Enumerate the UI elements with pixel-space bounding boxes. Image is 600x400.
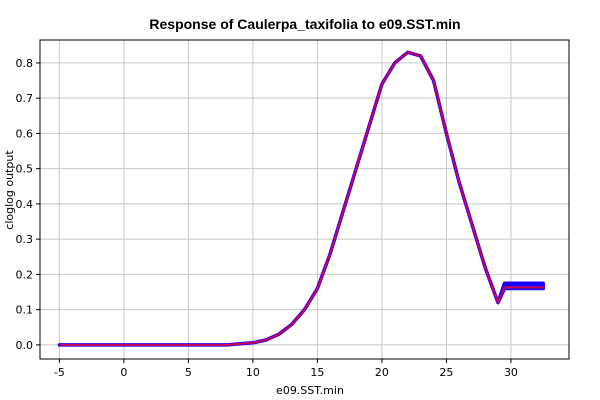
- response-line: [59, 51, 544, 346]
- grid: [40, 40, 569, 359]
- x-tick-label: 20: [375, 366, 389, 379]
- y-tick-label: 0.7: [16, 92, 34, 105]
- x-tick-label: 0: [120, 366, 127, 379]
- y-tick-label: 0.3: [16, 233, 34, 246]
- x-tick-label: 30: [504, 366, 518, 379]
- y-tick-label: 0.2: [16, 268, 34, 281]
- y-axis-ticks: 0.0 0.1 0.2 0.3 0.4 0.5 0.6 0.7 0.8: [16, 57, 40, 352]
- x-tick-label: -5: [54, 366, 65, 379]
- y-tick-label: 0.5: [16, 163, 34, 176]
- x-tick-label: 10: [246, 366, 260, 379]
- x-axis-label: e09.SST.min: [276, 384, 344, 397]
- y-tick-label: 0.4: [16, 198, 34, 211]
- response-line-path: [59, 51, 544, 346]
- x-tick-label: 25: [439, 366, 453, 379]
- x-axis-ticks: -5 0 5 10 15 20 25 30: [54, 359, 518, 379]
- y-tick-label: 0.8: [16, 57, 34, 70]
- x-tick-label: 5: [185, 366, 192, 379]
- y-axis-label: cloglog output: [3, 150, 16, 230]
- y-tick-label: 0.0: [16, 339, 34, 352]
- x-tick-label: 15: [310, 366, 324, 379]
- y-tick-label: 0.6: [16, 127, 34, 140]
- chart-title: Response of Caulerpa_taxifolia to e09.SS…: [149, 16, 460, 32]
- plot-frame: [39, 39, 570, 360]
- y-tick-label: 0.1: [16, 304, 34, 317]
